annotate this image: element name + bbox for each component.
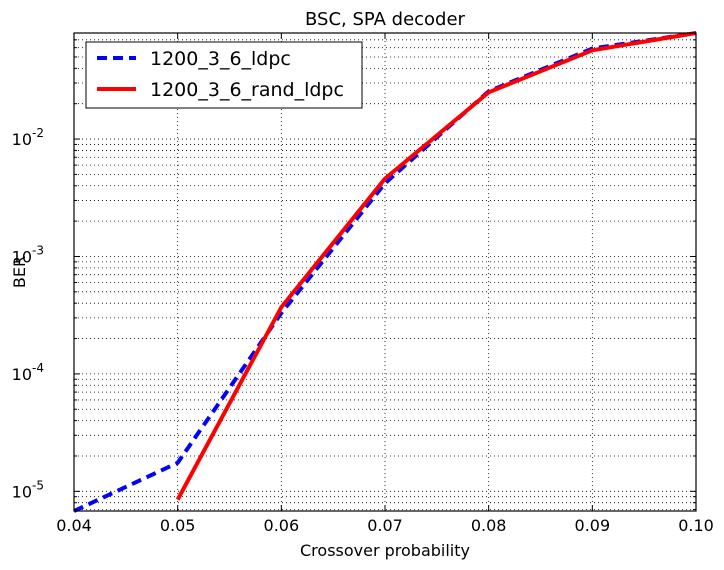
legend: 1200_3_6_ldpc 1200_3_6_rand_ldpc (85, 41, 363, 109)
chart-title: BSC, SPA decoder (305, 9, 466, 30)
series-line-rand-ldpc (175, 31, 697, 501)
legend-label-rand-ldpc: 1200_3_6_rand_ldpc (150, 79, 344, 101)
x-tick-label: 0.10 (678, 516, 714, 535)
axis-ticks: 0.04 0.05 0.06 0.07 0.08 0.09 0.1010-510-410-3… (12, 32, 714, 535)
plot-area (74, 33, 696, 511)
legend-box (85, 41, 363, 109)
x-tick-label: 0.07 (367, 516, 403, 535)
x-tick-label: 0.04 (56, 516, 92, 535)
x-tick-label: 0.08 (471, 516, 507, 535)
y-axis-label: BER (10, 256, 29, 288)
legend-label-ldpc: 1200_3_6_ldpc (150, 48, 291, 70)
series-lines (73, 31, 697, 513)
x-tick-label: 0.05 (160, 516, 196, 535)
x-axis-label: Crossover probability (300, 541, 470, 560)
x-tick-label: 0.06 (264, 516, 300, 535)
x-tick-label: 0.09 (575, 516, 611, 535)
